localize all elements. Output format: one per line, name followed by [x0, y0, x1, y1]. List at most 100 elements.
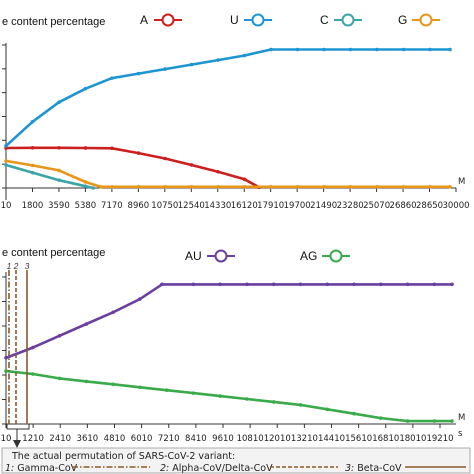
legend-label-AU: AU	[185, 249, 202, 263]
data-point-AG	[432, 419, 437, 423]
data-point-AG	[30, 372, 35, 376]
variant-arrow-head	[13, 440, 21, 448]
x-tick-label: 1800	[22, 201, 44, 211]
data-point-AG	[450, 419, 454, 423]
legend-label-U: U	[230, 13, 239, 27]
data-point-AU	[450, 282, 454, 287]
x-tick-label: 16810	[372, 434, 399, 444]
legend-label-C: C	[320, 13, 329, 27]
data-point-U	[242, 53, 247, 58]
data-point-U	[136, 71, 141, 76]
x-tick-label: 10	[1, 201, 12, 211]
data-point-G	[216, 184, 220, 189]
data-point-G	[30, 163, 35, 168]
data-point-G	[269, 184, 273, 189]
data-point-AG	[138, 385, 142, 390]
data-point-C	[91, 186, 96, 190]
variant-marker-label-2: 2	[13, 261, 19, 271]
data-point-AG	[405, 419, 410, 423]
data-point-G	[242, 184, 247, 189]
data-point-A	[110, 146, 114, 151]
data-point-C	[4, 163, 8, 167]
data-point-AU	[111, 310, 115, 315]
data-point-A	[189, 163, 194, 167]
data-point-A	[216, 169, 220, 174]
legend-marker-A	[161, 13, 175, 27]
data-point-A	[30, 146, 35, 150]
data-point-AU	[298, 282, 303, 287]
x-tick-label: 19700	[284, 201, 311, 211]
data-point-U	[375, 47, 379, 52]
legend-marker-C	[341, 13, 355, 27]
data-point-G	[348, 184, 353, 189]
data-point-U	[295, 47, 300, 52]
data-point-U	[110, 76, 114, 80]
note-item-1: 1: Gamma-CoV	[5, 463, 78, 474]
x-tick-label: 8960	[128, 201, 150, 211]
x-tick-label: 4810	[104, 434, 126, 444]
data-point-A	[242, 177, 247, 182]
note-item-number: 3:	[345, 463, 357, 474]
x-tick-label: 10	[1, 434, 12, 444]
legend-marker-AU	[214, 249, 228, 263]
data-point-G	[448, 184, 452, 189]
x-tick-label: 3590	[48, 201, 70, 211]
chart1-x-ticks: 10 1800 3590 5380 7170 8960 10750 12540 14330 161…	[1, 188, 470, 211]
variant-marker-label-3: 3	[25, 261, 30, 271]
x-tick-label: 15610	[345, 434, 372, 444]
x-tick-label: 3610	[77, 434, 99, 444]
chart1-series	[4, 47, 452, 190]
data-point-C	[57, 178, 61, 182]
data-point-AU	[4, 356, 8, 360]
data-point-AU	[405, 282, 410, 287]
data-point-A	[57, 146, 61, 150]
x-tick-label: 18010	[399, 434, 426, 444]
chart1-ylabel: e content percentage	[2, 16, 105, 28]
data-point-C	[83, 184, 88, 188]
x-tick-label: 26860	[390, 201, 417, 211]
data-point-AU	[191, 282, 196, 287]
x-tick-label: 5380	[75, 201, 97, 211]
data-point-G	[4, 159, 8, 163]
chart2-variant-note: The actual permutation of SARS-CoV-2 var…	[1, 447, 471, 474]
legend-marker-G	[419, 13, 433, 27]
chart2-y-ticks	[2, 276, 6, 425]
legend-label-A: A	[140, 13, 148, 27]
note-item-name: Beta-CoV	[357, 463, 402, 474]
chart1-y-ticks	[2, 44, 6, 189]
x-tick-label: 14410	[318, 434, 345, 444]
legend-label-AG: AG	[300, 249, 317, 263]
data-point-A	[83, 146, 88, 150]
data-point-U	[216, 58, 220, 62]
x-tick-label: 21490	[310, 201, 337, 211]
data-point-AG	[325, 407, 330, 412]
chart1-x-edge-label: M	[458, 177, 465, 187]
data-point-U	[57, 100, 61, 104]
data-point-G	[189, 184, 194, 189]
x-tick-label: 23280	[337, 201, 364, 211]
x-tick-label: 12010	[264, 434, 291, 444]
data-point-G	[401, 184, 406, 189]
data-point-AG	[218, 394, 222, 398]
data-point-G	[163, 184, 167, 189]
legend-label-G: G	[398, 13, 407, 27]
data-point-U	[83, 86, 88, 91]
note-item-name: Gamma-CoV	[17, 463, 77, 474]
data-point-AU	[271, 282, 276, 287]
data-point-U	[189, 62, 194, 67]
data-point-G	[375, 184, 379, 189]
data-point-AG	[164, 388, 169, 392]
data-point-G	[110, 184, 114, 189]
data-point-U	[348, 47, 353, 52]
series-line-AG	[5, 369, 452, 423]
data-point-G	[136, 184, 141, 189]
note-item-2: 2: Alpha-CoV/Delta-CoV	[160, 463, 273, 474]
variant-marker-label-1: 1	[7, 261, 12, 271]
data-point-AU	[245, 282, 249, 287]
data-point-AU	[30, 345, 35, 350]
x-tick-label: 7210	[158, 434, 180, 444]
data-point-A	[163, 156, 167, 161]
